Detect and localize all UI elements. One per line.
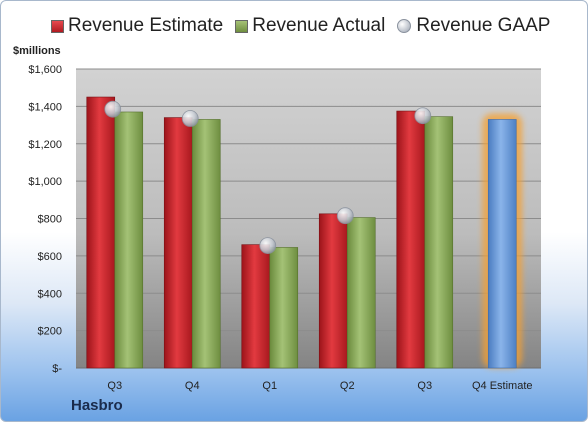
x-tick-label: Q3 <box>107 380 122 392</box>
legend-swatch-revenue-estimate <box>51 19 64 33</box>
legend-item-revenue-estimate: Revenue Estimate <box>51 15 223 37</box>
legend-swatch-revenue-actual <box>235 19 249 33</box>
y-tick-label: $400 <box>38 288 62 300</box>
bar-revenue-estimate <box>241 244 271 369</box>
bar-revenue-actual <box>346 217 376 369</box>
marker-revenue-gaap <box>181 110 199 127</box>
x-tick-label: Q4 Estimate <box>472 380 533 392</box>
bar-revenue-q4-estimate <box>487 119 517 369</box>
x-tick-label: Q1 <box>262 380 277 392</box>
company-name: Hasbro <box>71 397 123 414</box>
legend-label-revenue-estimate: Revenue Estimate <box>68 15 224 36</box>
bar-revenue-actual <box>191 119 221 369</box>
legend-label-revenue-gaap: Revenue GAAP <box>416 15 551 36</box>
y-tick-label: $- <box>52 363 62 375</box>
x-tick-label: Q2 <box>340 380 355 392</box>
y-tick-label: $1,600 <box>28 64 62 76</box>
marker-revenue-gaap <box>414 107 432 125</box>
marker-revenue-gaap <box>104 100 122 118</box>
bar-revenue-actual <box>424 116 454 369</box>
bar-revenue-actual <box>114 111 144 369</box>
bar-revenue-estimate <box>318 213 348 369</box>
legend-label-revenue-actual: Revenue Actual <box>252 15 386 36</box>
y-tick-label: $200 <box>38 326 62 338</box>
bar-revenue-estimate <box>86 96 116 369</box>
y-tick-label: $600 <box>38 251 62 263</box>
x-tick-label: Q4 <box>185 380 200 392</box>
bar-revenue-estimate <box>396 110 426 369</box>
bar-revenue-actual <box>269 247 299 369</box>
legend-marker-revenue-gaap <box>397 19 412 33</box>
y-tick-label: $1,200 <box>28 139 62 151</box>
y-tick-label: $800 <box>38 214 62 226</box>
marker-revenue-gaap <box>336 207 354 225</box>
legend-item-revenue-actual: Revenue Actual <box>235 15 385 37</box>
bar-revenue-estimate <box>163 117 193 369</box>
marker-revenue-gaap <box>259 237 277 254</box>
y-tick-label: $1,400 <box>28 101 62 113</box>
chart-legend: Revenue Estimate Revenue Actual Revenue … <box>51 15 562 37</box>
x-tick-label: Q3 <box>417 380 432 392</box>
y-axis-unit-label: $millions <box>13 45 61 57</box>
y-tick-label: $1,000 <box>28 176 62 188</box>
legend-item-revenue-gaap: Revenue GAAP <box>397 15 550 37</box>
